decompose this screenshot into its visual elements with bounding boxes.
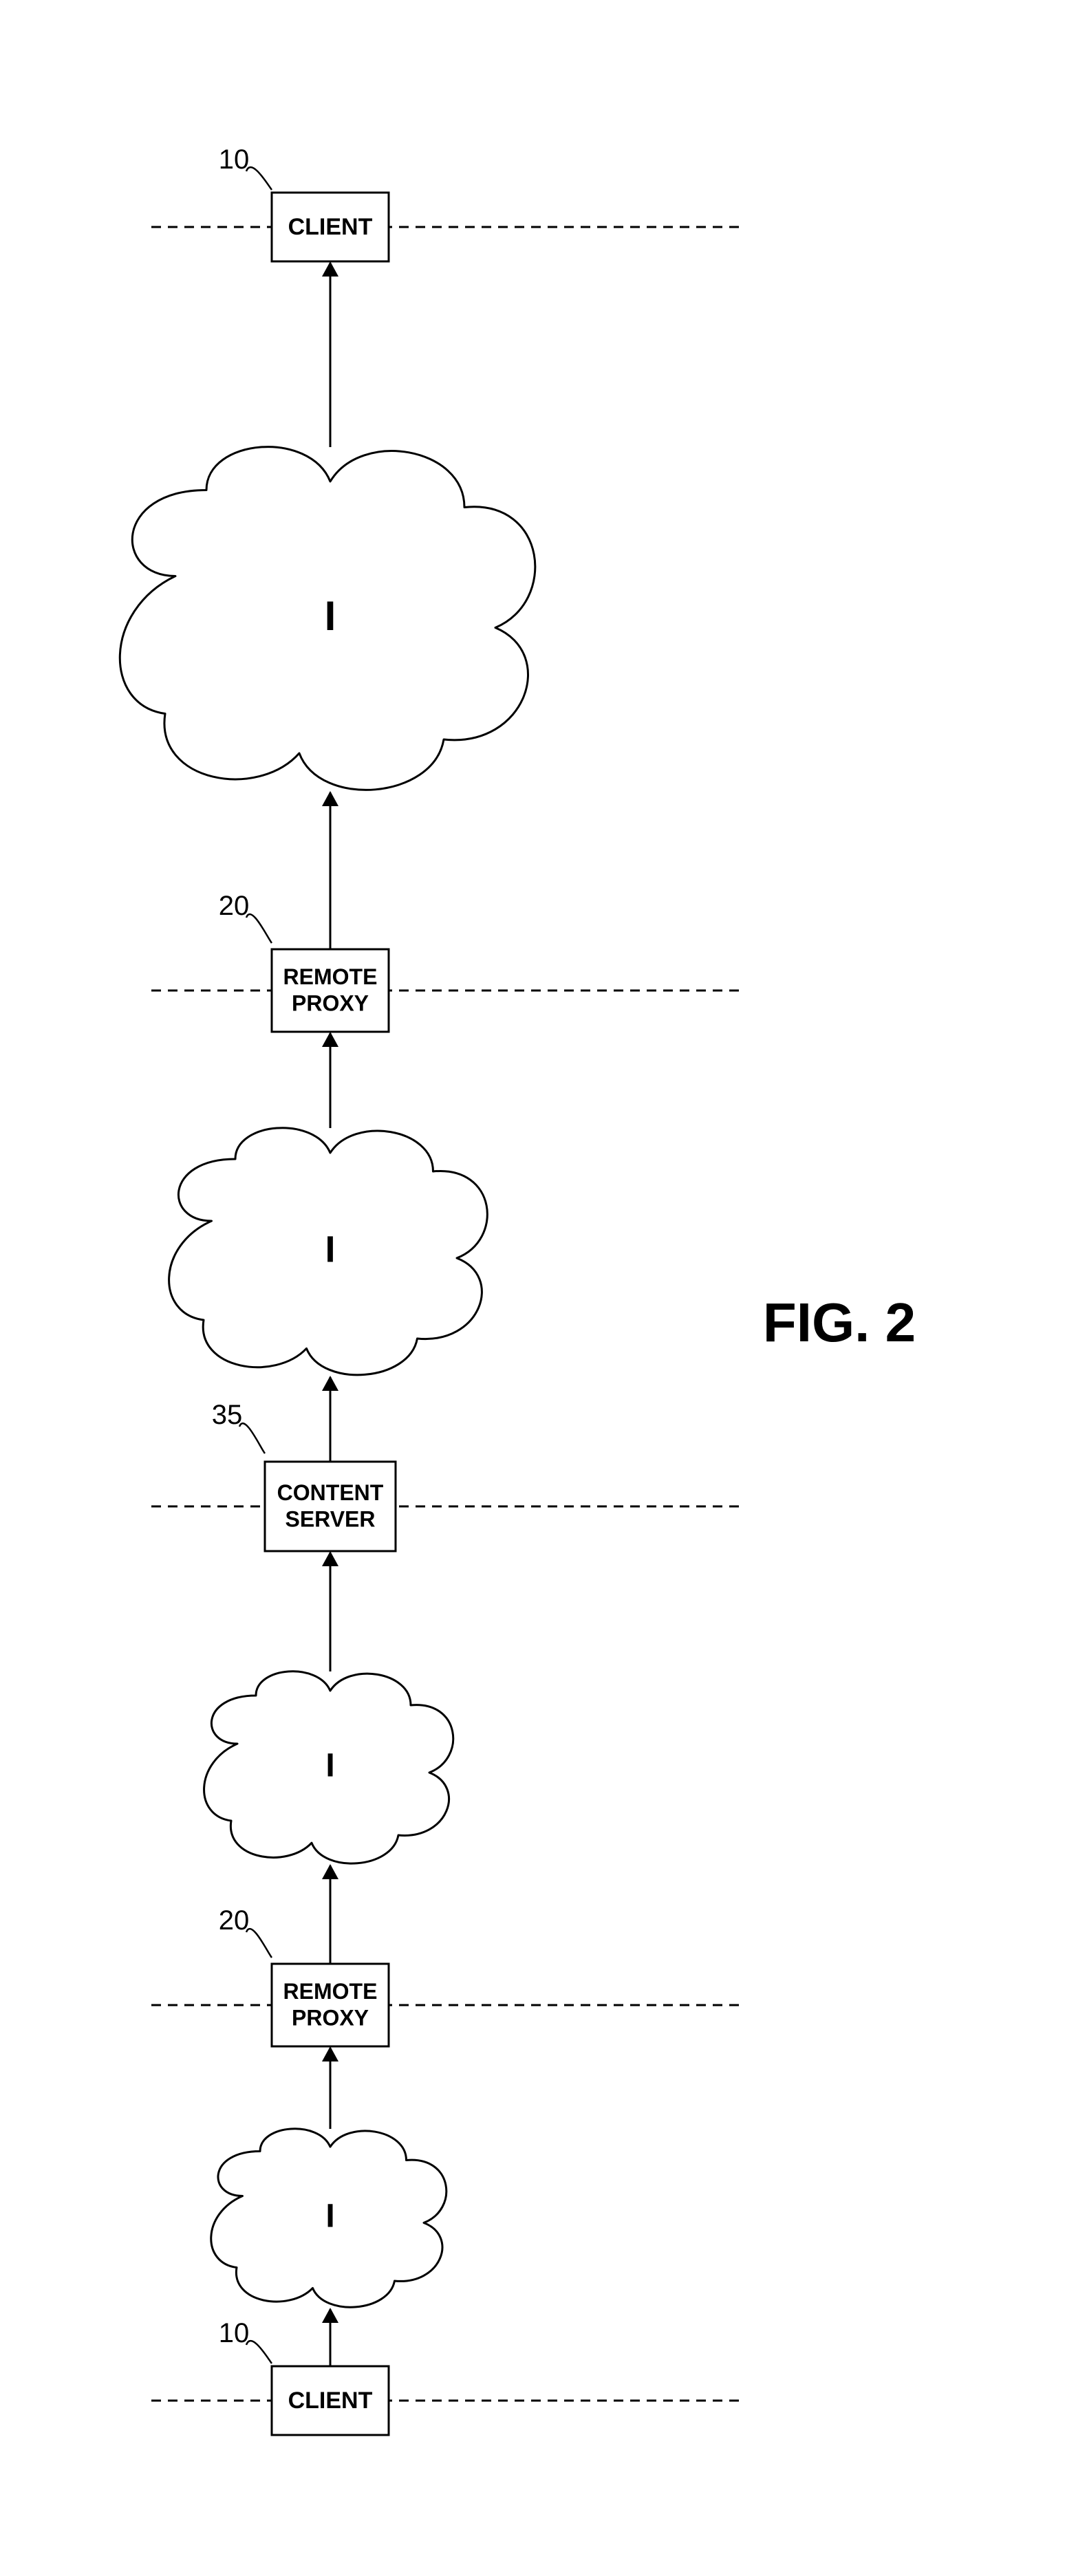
content-leader-line [239, 1423, 265, 1453]
cloud-label: I [325, 1748, 334, 1784]
diagram-canvas: IIII CLIENTREMOTEPROXYCONTENTSERVERREMOT… [0, 0, 1087, 2576]
cloud-label: I [325, 593, 336, 639]
client_left-ref-number: 10 [219, 2318, 250, 2348]
arrowhead-icon [322, 2046, 338, 2061]
client_right-label: CLIENT [288, 214, 373, 240]
proxy_left-leader-line [246, 1929, 272, 1958]
arrowhead-icon [322, 1864, 338, 1879]
content-label-line1: CONTENT [277, 1480, 384, 1505]
proxy_right-label-line1: REMOTE [283, 964, 378, 989]
content-ref-number: 35 [212, 1400, 243, 1430]
client_left-leader-line [246, 2341, 272, 2363]
arrowhead-icon [322, 2308, 338, 2323]
proxy_right-label-line2: PROXY [292, 991, 369, 1015]
client_right-ref-number: 10 [219, 144, 250, 175]
proxy_left-label-line1: REMOTE [283, 1979, 378, 2004]
client_right-leader-line [246, 167, 272, 190]
proxy_right-leader-line [246, 914, 272, 943]
cloud-label: I [325, 2198, 334, 2235]
arrowhead-icon [322, 1551, 338, 1566]
client_left-label: CLIENT [288, 2388, 373, 2414]
arrowhead-icon [322, 791, 338, 806]
cloud-label: I [325, 1229, 335, 1270]
arrowhead-icon [322, 1376, 338, 1391]
proxy_left-label-line2: PROXY [292, 2005, 369, 2030]
proxy_left-ref-number: 20 [219, 1905, 250, 1936]
arrowhead-icon [322, 1032, 338, 1047]
figure-label: FIG. 2 [763, 1292, 916, 1353]
arrowhead-icon [322, 261, 338, 277]
proxy_right-ref-number: 20 [219, 891, 250, 921]
content-label-line2: SERVER [285, 1506, 375, 1531]
